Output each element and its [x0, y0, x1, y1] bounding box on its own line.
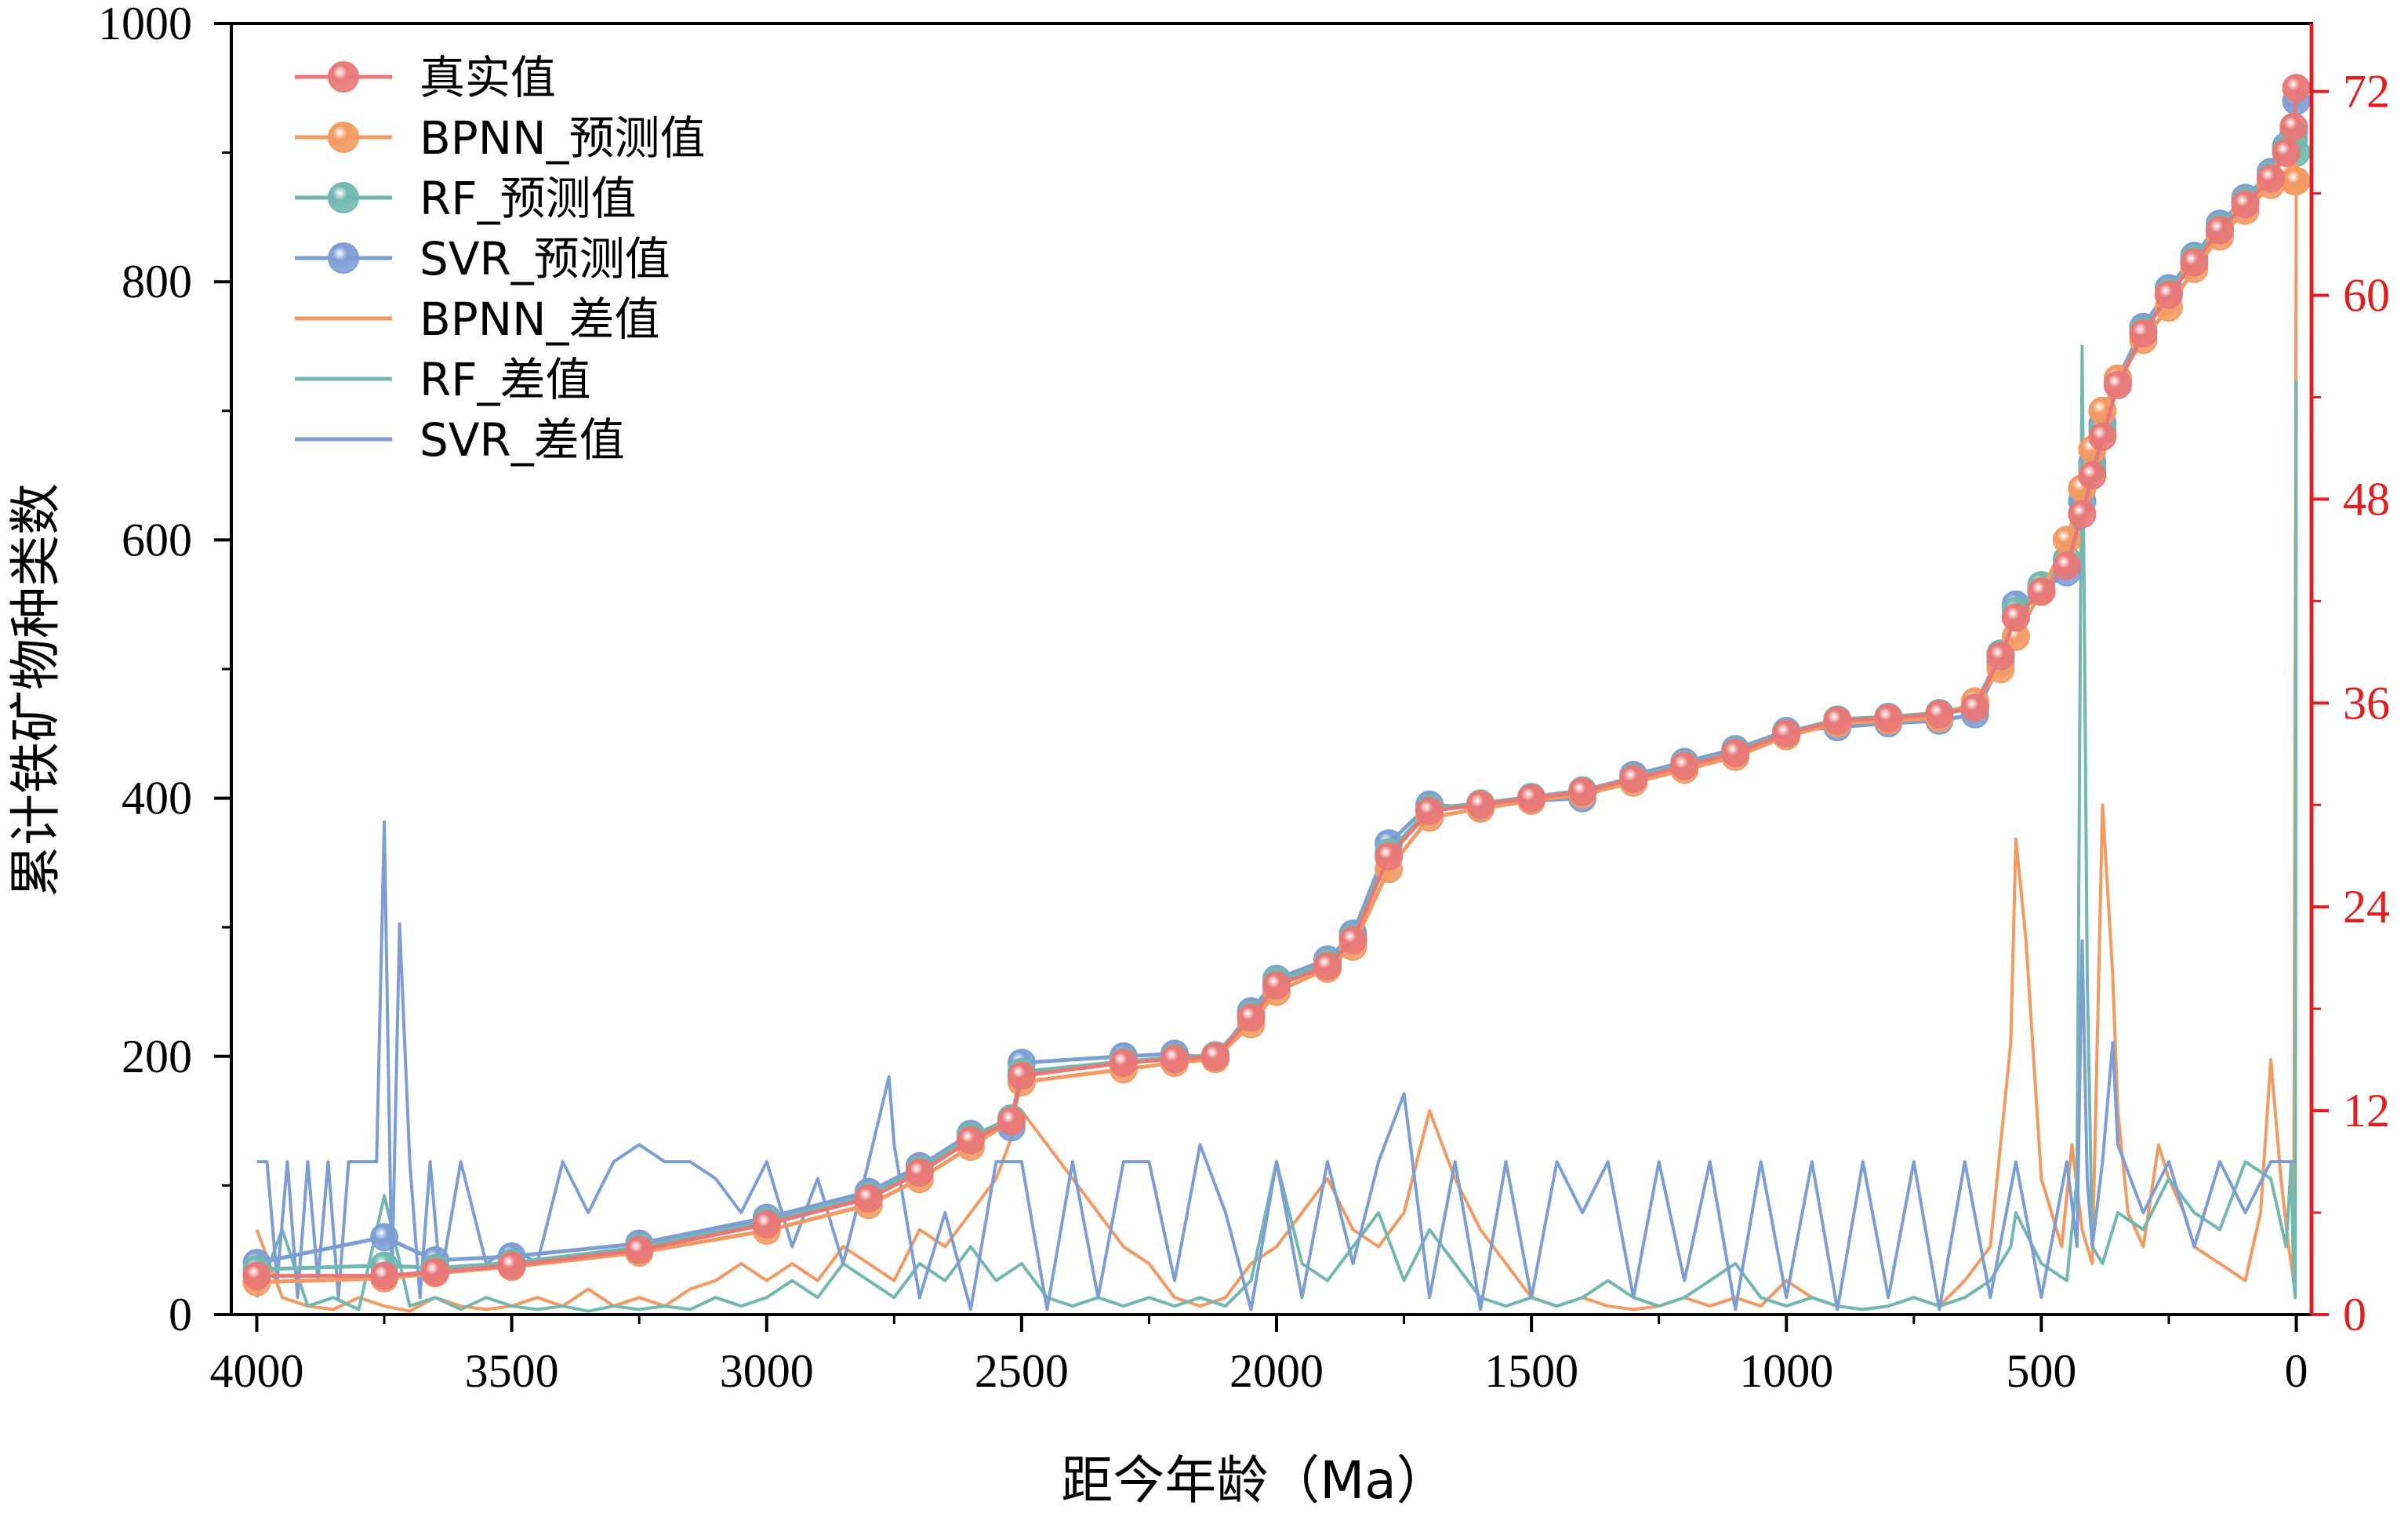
data-point	[1109, 1049, 1138, 1077]
data-point	[1415, 797, 1444, 826]
data-point	[1619, 764, 1648, 793]
x-tick-label: 1500	[1484, 1345, 1578, 1397]
data-point	[370, 1223, 399, 1252]
legend-item-svr: SVR_预测值	[295, 232, 670, 286]
data-point	[1823, 706, 1852, 735]
data-point	[1568, 777, 1597, 806]
x-tick-label: 2000	[1229, 1345, 1324, 1397]
data-point	[1007, 1061, 1036, 1090]
data-point	[625, 1235, 654, 1264]
data-point	[1338, 926, 1367, 955]
data-point	[2052, 551, 2081, 580]
data-point	[2282, 74, 2311, 103]
legend-label: RF_差值	[419, 353, 591, 406]
y-tick-label: 600	[122, 514, 192, 566]
data-point	[421, 1257, 450, 1286]
legend-item-bpnn: BPNN_预测值	[295, 111, 706, 165]
y-right-tick-label: 24	[2343, 881, 2390, 933]
data-point	[1160, 1045, 1189, 1074]
y-right-tick-label: 60	[2343, 270, 2390, 322]
data-point	[1517, 784, 1546, 813]
y-axis-label: 累计铁矿物种类数	[5, 483, 66, 897]
data-point	[1925, 700, 1954, 729]
data-point	[242, 1261, 271, 1290]
data-point	[2027, 577, 2056, 606]
y-right-tick-label: 0	[2343, 1289, 2366, 1340]
legend-label: BPNN_差值	[419, 293, 660, 346]
legend-marker	[328, 182, 359, 213]
data-point	[752, 1209, 781, 1238]
x-tick-label: 500	[2006, 1345, 2076, 1397]
y-right-tick-label: 72	[2343, 66, 2390, 118]
data-point	[2257, 164, 2285, 193]
data-point	[1960, 693, 1989, 722]
data-point	[956, 1126, 985, 1155]
data-point	[2231, 190, 2260, 219]
y-tick-label: 800	[122, 256, 192, 307]
data-point	[2088, 422, 2117, 451]
data-point	[1721, 739, 1750, 767]
data-point	[1313, 951, 1342, 980]
y-tick-label: 1000	[98, 0, 192, 49]
y-right-tick-label: 36	[2343, 677, 2390, 729]
data-point	[497, 1251, 526, 1280]
x-axis-label: 距今年龄（Ma）	[1061, 1450, 1447, 1511]
data-point	[2068, 500, 2097, 529]
data-point	[1262, 971, 1291, 1000]
data-point	[1375, 842, 1404, 871]
x-tick-label: 0	[2284, 1345, 2308, 1397]
legend-label: BPNN_预测值	[419, 111, 706, 165]
legend-label: RF_预测值	[419, 172, 637, 225]
data-point	[1466, 790, 1495, 819]
data-point	[2129, 319, 2158, 347]
y-tick-label: 200	[122, 1031, 192, 1082]
legend-marker	[328, 61, 359, 93]
data-point	[2001, 603, 2030, 632]
x-tick-label: 2500	[975, 1345, 1069, 1397]
axes: 4000 3500 3000 2500 2000 1500 1000 500 002004006…	[98, 0, 2390, 1397]
x-tick-label: 3000	[720, 1345, 814, 1397]
y-right-tick-label: 48	[2343, 473, 2390, 525]
legend: 真实值 BPNN_预测值 RF_预测值 SVR_预测值 BPNN_差值 RF_差值 SVR_…	[295, 51, 706, 467]
data-point	[2282, 166, 2311, 195]
data-point	[370, 1261, 399, 1290]
data-point	[2180, 248, 2209, 277]
data-point	[854, 1184, 883, 1213]
data-point	[2078, 461, 2107, 490]
legend-item-rf: RF_预测值	[295, 172, 637, 225]
legend-label: SVR_差值	[419, 413, 625, 467]
data-point	[2279, 112, 2308, 141]
legend-item-true: 真实值	[295, 51, 556, 104]
x-tick-label: 3500	[465, 1345, 559, 1397]
legend-item-svr: SVR_差值	[295, 413, 625, 467]
y-right-tick-label: 12	[2343, 1085, 2390, 1137]
data-point	[2154, 280, 2183, 309]
data-point	[1772, 719, 1801, 748]
legend-item-bpnn: BPNN_差值	[295, 293, 660, 346]
data-point	[1201, 1042, 1229, 1071]
y-tick-label: 400	[122, 773, 192, 824]
series-line-bpnn	[255, 193, 2298, 1313]
x-tick-label: 1000	[1739, 1345, 1833, 1397]
legend-label: 真实值	[419, 51, 556, 104]
y-tick-label: 0	[169, 1289, 192, 1340]
x-tick-label: 4000	[210, 1345, 304, 1397]
prediction-series-layer	[242, 74, 2311, 1297]
data-point	[905, 1158, 934, 1187]
legend-label: SVR_预测值	[419, 232, 670, 286]
legend-marker	[328, 122, 359, 153]
data-point	[2103, 370, 2132, 399]
data-point	[2206, 216, 2234, 245]
data-point	[1237, 1003, 1266, 1032]
series-true	[242, 74, 2311, 1290]
data-point	[1874, 704, 1903, 733]
data-point	[1986, 642, 2015, 671]
data-point	[1670, 751, 1699, 780]
data-point	[2272, 138, 2301, 167]
legend-item-rf: RF_差值	[295, 353, 591, 406]
data-point	[997, 1107, 1026, 1136]
legend-marker	[328, 242, 359, 274]
